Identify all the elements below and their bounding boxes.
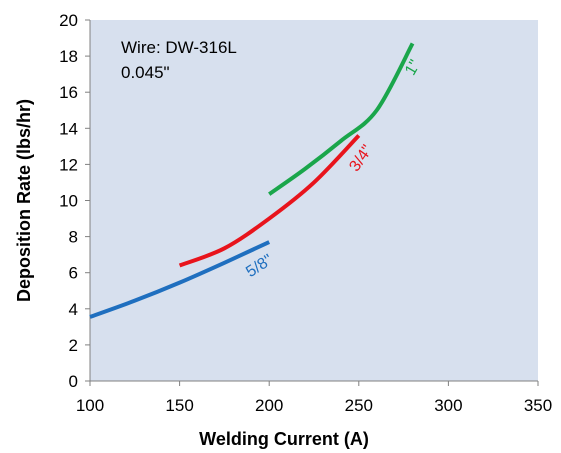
- x-axis: 100 150 200 250 300 350: [76, 380, 552, 415]
- y-tick-label: 18: [59, 47, 78, 66]
- y-tick-label: 0: [69, 372, 78, 391]
- y-tick-label: 12: [59, 155, 78, 174]
- x-tick-label: 300: [434, 396, 462, 415]
- y-tick-label: 8: [69, 228, 78, 247]
- y-tick-label: 4: [69, 300, 78, 319]
- x-tick-label: 250: [345, 396, 373, 415]
- x-tick-label: 150: [165, 396, 193, 415]
- series-line-1: [89, 240, 271, 319]
- y-tick-label: 20: [59, 11, 78, 30]
- series-line-3: [268, 42, 415, 196]
- wire-annotation-line-2: 0.045": [121, 63, 170, 82]
- series-layer: [89, 42, 415, 319]
- y-tick-label: 16: [59, 83, 78, 102]
- x-tick-label: 350: [524, 396, 552, 415]
- x-tick-label: 200: [255, 396, 283, 415]
- y-tick-label: 10: [59, 192, 78, 211]
- plot-area: [90, 20, 538, 381]
- wire-annotation-line-1: Wire: DW-316L: [121, 38, 237, 57]
- y-tick-label: 14: [59, 119, 78, 138]
- x-tick-label: 100: [76, 396, 104, 415]
- x-axis-title: Welding Current (A): [199, 429, 369, 449]
- y-tick-label: 6: [69, 264, 78, 283]
- series-line-2: [178, 134, 361, 268]
- y-tick-label: 2: [69, 336, 78, 355]
- y-axis-title: Deposition Rate (lbs/hr): [14, 99, 34, 302]
- y-axis: 0 2 4 6 8 10 12 14 16 18 20: [59, 11, 91, 391]
